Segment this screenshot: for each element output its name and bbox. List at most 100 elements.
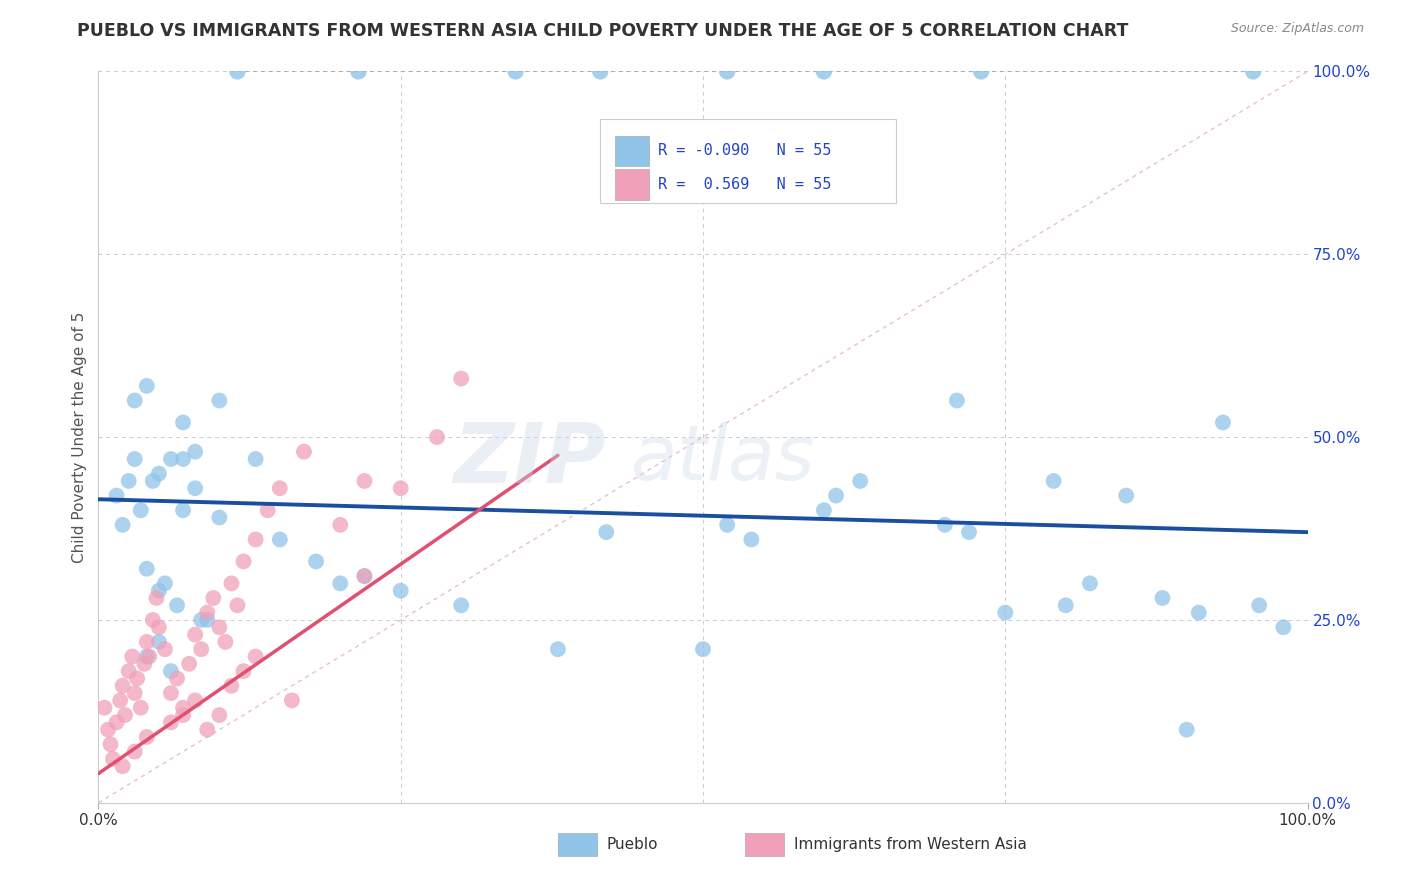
Point	[153, 642, 176, 657]
Point	[114, 708, 136, 723]
Point	[347, 64, 370, 78]
Point	[142, 474, 165, 488]
Point	[353, 474, 375, 488]
Point	[135, 730, 157, 744]
Point	[716, 517, 738, 532]
Point	[389, 481, 412, 495]
Point	[994, 606, 1017, 620]
Point	[256, 503, 278, 517]
Point	[129, 700, 152, 714]
Point	[160, 686, 183, 700]
Point	[208, 510, 231, 524]
Point	[595, 525, 617, 540]
Point	[97, 723, 120, 737]
Point	[179, 657, 201, 671]
Point	[195, 606, 218, 620]
Point	[813, 64, 835, 78]
Point	[740, 533, 762, 547]
Point	[232, 554, 254, 568]
Point	[505, 64, 527, 78]
Point	[195, 613, 218, 627]
Point	[111, 517, 134, 532]
Point	[184, 627, 207, 641]
Point	[142, 613, 165, 627]
Point	[389, 583, 412, 598]
Point	[692, 642, 714, 657]
Point	[221, 576, 243, 591]
Point	[292, 444, 315, 458]
Point	[1054, 599, 1077, 613]
Point	[105, 489, 128, 503]
Point	[221, 679, 243, 693]
Point	[148, 467, 170, 481]
Point	[1115, 489, 1137, 503]
Point	[208, 620, 231, 634]
Point	[208, 708, 231, 723]
Point	[450, 599, 472, 613]
Point	[101, 752, 124, 766]
Point	[281, 693, 304, 707]
Point	[232, 664, 254, 678]
Point	[190, 613, 212, 627]
Bar	[745, 833, 785, 856]
Point	[121, 649, 143, 664]
Text: Immigrants from Western Asia: Immigrants from Western Asia	[794, 837, 1026, 852]
Point	[124, 686, 146, 700]
Point	[172, 452, 194, 467]
Point	[148, 583, 170, 598]
Point	[813, 503, 835, 517]
Point	[245, 533, 267, 547]
Point	[946, 393, 969, 408]
Text: R =  0.569   N = 55: R = 0.569 N = 55	[658, 177, 831, 192]
Point	[184, 444, 207, 458]
Point	[160, 715, 183, 730]
Point	[160, 664, 183, 678]
Point	[111, 679, 134, 693]
Point	[214, 635, 236, 649]
Point	[825, 489, 848, 503]
Point	[148, 620, 170, 634]
Point	[450, 371, 472, 385]
Point	[153, 576, 176, 591]
Text: PUEBLO VS IMMIGRANTS FROM WESTERN ASIA CHILD POVERTY UNDER THE AGE OF 5 CORRELAT: PUEBLO VS IMMIGRANTS FROM WESTERN ASIA C…	[77, 22, 1129, 40]
Point	[145, 591, 167, 605]
Point	[172, 416, 194, 430]
Point	[1272, 620, 1295, 634]
Point	[1249, 599, 1271, 613]
Point	[138, 649, 160, 664]
Bar	[614, 136, 648, 166]
Point	[245, 452, 267, 467]
Point	[118, 474, 141, 488]
Point	[934, 517, 956, 532]
Text: R = -0.090   N = 55: R = -0.090 N = 55	[658, 144, 831, 159]
Point	[135, 635, 157, 649]
Point	[716, 64, 738, 78]
Point	[1175, 723, 1198, 737]
Bar	[614, 169, 648, 200]
Point	[134, 657, 156, 671]
Point	[353, 569, 375, 583]
Point	[135, 649, 157, 664]
Y-axis label: Child Poverty Under the Age of 5: Child Poverty Under the Age of 5	[72, 311, 87, 563]
Bar	[558, 833, 596, 856]
Text: atlas: atlas	[630, 422, 815, 496]
Point	[1078, 576, 1101, 591]
Point	[118, 664, 141, 678]
Point	[849, 474, 872, 488]
Point	[329, 576, 352, 591]
Text: Pueblo: Pueblo	[606, 837, 658, 852]
Point	[190, 642, 212, 657]
Point	[111, 759, 134, 773]
Point	[93, 700, 115, 714]
Point	[245, 649, 267, 664]
Point	[160, 452, 183, 467]
Point	[166, 599, 188, 613]
FancyBboxPatch shape	[600, 119, 897, 203]
Point	[195, 723, 218, 737]
Point	[426, 430, 449, 444]
Point	[1188, 606, 1211, 620]
Text: ZIP: ZIP	[454, 418, 606, 500]
Point	[172, 503, 194, 517]
Point	[957, 525, 980, 540]
Point	[226, 64, 249, 78]
